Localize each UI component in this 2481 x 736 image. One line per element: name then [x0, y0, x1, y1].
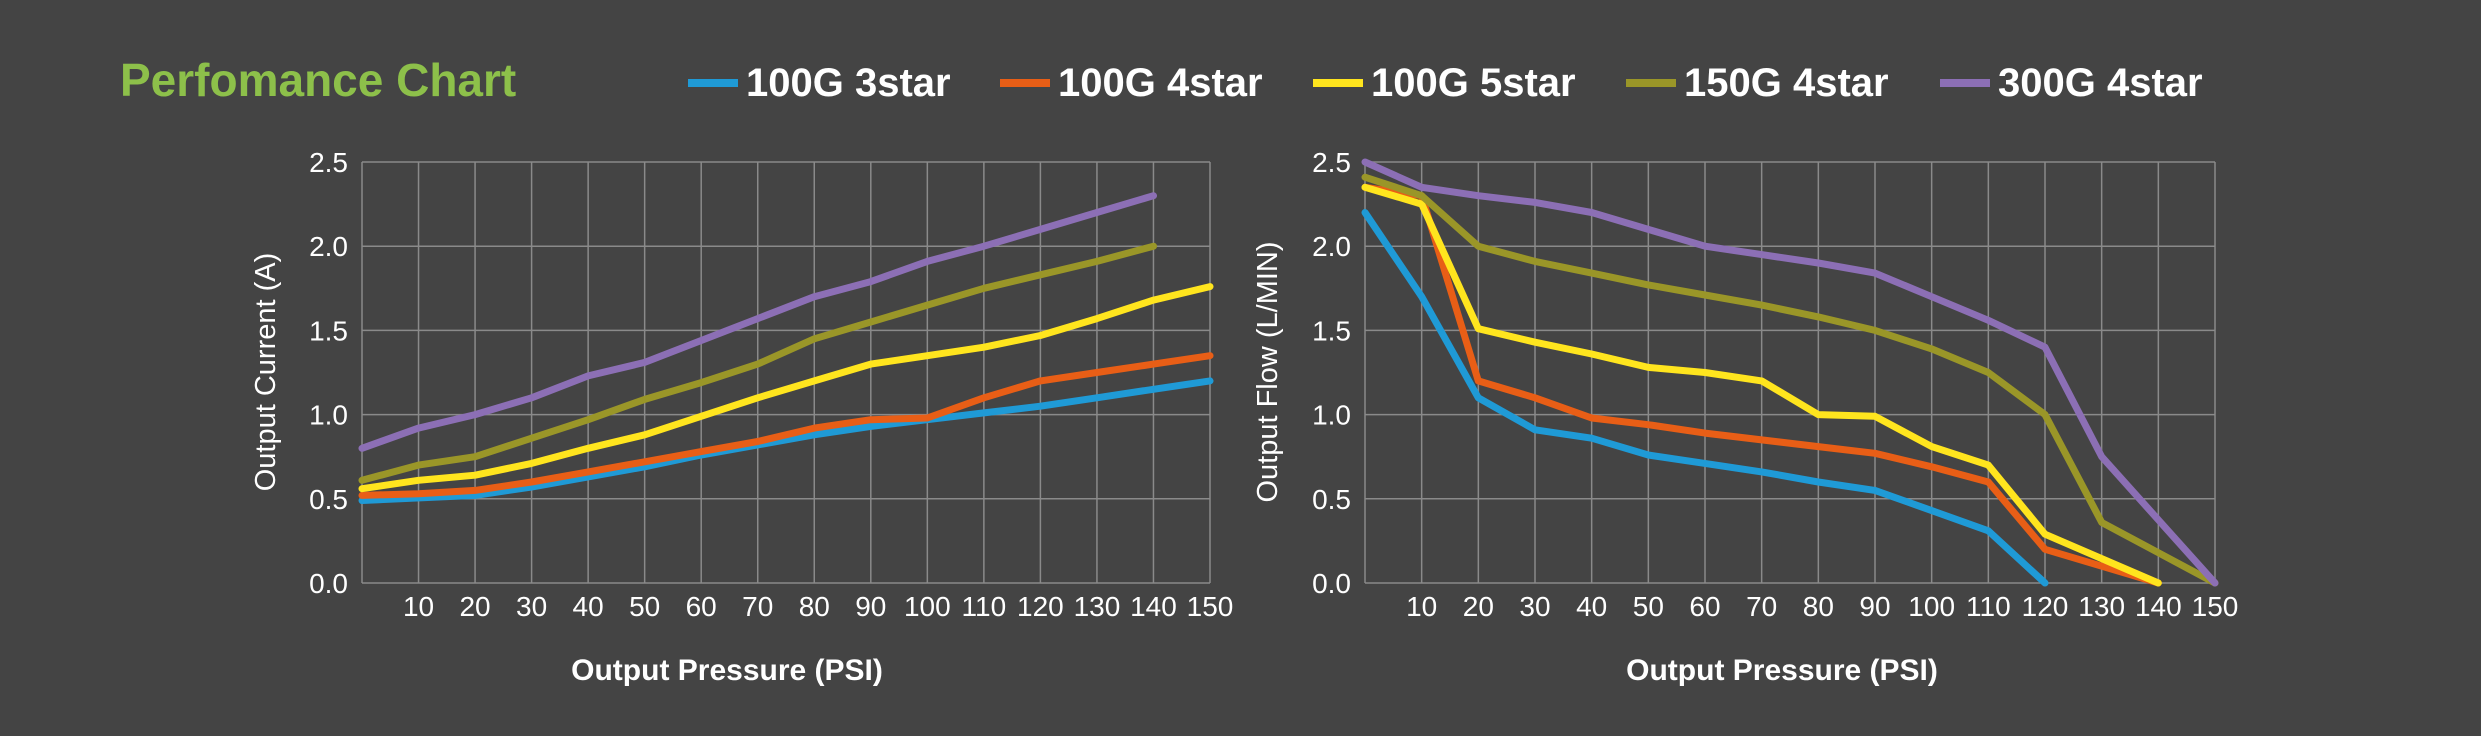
x-tick-label: 40	[1576, 591, 1607, 622]
x-tick-label: 140	[2135, 591, 2182, 622]
legend-item: 100G 4star	[1000, 61, 1263, 105]
x-tick-label: 120	[2022, 591, 2069, 622]
legend-item: 100G 3star	[688, 61, 951, 105]
series-group	[358, 192, 1214, 504]
x-tick-label: 40	[573, 591, 604, 622]
legend-label: 150G 4star	[1684, 61, 1889, 105]
series-line	[358, 242, 1157, 484]
chart-title: Perfomance Chart	[120, 54, 516, 106]
y-axis-label: Output Current (A)	[250, 253, 282, 492]
series-group	[1361, 158, 2219, 587]
y-tick-label: 2.0	[309, 231, 348, 262]
legend-item: 100G 5star	[1313, 61, 1576, 105]
x-tick-label: 20	[1463, 591, 1494, 622]
series-line	[1361, 209, 2049, 587]
y-tick-label: 0.5	[309, 484, 348, 515]
x-tick-label: 80	[799, 591, 830, 622]
x-tick-label: 120	[1017, 591, 1064, 622]
series-line	[358, 352, 1214, 499]
legend-label: 100G 3star	[746, 61, 951, 105]
y-tick-label: 2.5	[1312, 147, 1351, 178]
grid	[361, 161, 1211, 584]
y-tick-label: 0.0	[309, 568, 348, 599]
x-tick-label: 70	[742, 591, 773, 622]
x-tick-label: 140	[1130, 591, 1177, 622]
x-tick-label: 130	[2078, 591, 2125, 622]
series-line	[1361, 173, 2219, 587]
x-axis-label: Output Pressure (PSI)	[571, 654, 883, 687]
series-line	[1361, 183, 2162, 587]
legend-label: 100G 5star	[1371, 61, 1576, 105]
x-tick-label: 80	[1803, 591, 1834, 622]
x-tick-label: 90	[855, 591, 886, 622]
y-tick-label: 0.5	[1312, 484, 1351, 515]
x-tick-label: 100	[1908, 591, 1955, 622]
flow-chart: 0.0 0.5 1.0 1.5 2.0 2.5 10 20 30 40 50 60 70 80 90 100 1…	[1252, 147, 2238, 687]
x-tick-label: 110	[962, 591, 1007, 622]
series-line	[358, 192, 1157, 452]
x-tick-label: 150	[1187, 591, 1234, 622]
y-tick-label: 1.0	[1312, 400, 1351, 431]
y-tick-label: 0.0	[1312, 568, 1351, 599]
y-tick-label: 1.5	[309, 315, 348, 346]
series-line	[358, 283, 1214, 493]
x-tick-label: 50	[1633, 591, 1664, 622]
legend-label: 100G 4star	[1058, 61, 1263, 105]
x-tick-label: 130	[1074, 591, 1121, 622]
x-tick-label: 70	[1746, 591, 1777, 622]
x-tick-label: 110	[1966, 591, 2011, 622]
x-tick-label: 50	[629, 591, 660, 622]
series-line	[1361, 158, 2219, 587]
x-tick-label: 10	[1406, 591, 1437, 622]
legend: 100G 3star 100G 4star 100G 5star 150G 4star…	[688, 61, 2203, 105]
x-tick-label: 60	[686, 591, 717, 622]
x-tick-label: 30	[1519, 591, 1550, 622]
y-tick-label: 1.5	[1312, 315, 1351, 346]
x-tick-label: 30	[516, 591, 547, 622]
x-tick-label: 100	[904, 591, 951, 622]
x-tick-label: 10	[403, 591, 434, 622]
y-axis-label: Output Flow (L/MIN)	[1252, 241, 1284, 502]
x-tick-label: 150	[2192, 591, 2239, 622]
x-tick-label: 60	[1689, 591, 1720, 622]
series-line	[358, 377, 1214, 504]
current-chart: 0.0 0.5 1.0 1.5 2.0 2.5 10 20 30 40 50 60 70 80 90 100 1…	[250, 147, 1233, 687]
x-axis-label: Output Pressure (PSI)	[1626, 654, 1938, 687]
y-tick-label: 2.0	[1312, 231, 1351, 262]
x-tick-label: 90	[1859, 591, 1890, 622]
y-tick-label: 2.5	[309, 147, 348, 178]
series-line	[1361, 183, 2162, 587]
legend-item: 150G 4star	[1626, 61, 1889, 105]
legend-label: 300G 4star	[1998, 61, 2203, 105]
x-tick-label: 20	[459, 591, 490, 622]
legend-item: 300G 4star	[1940, 61, 2203, 105]
grid	[1364, 161, 2216, 584]
y-tick-label: 1.0	[309, 400, 348, 431]
